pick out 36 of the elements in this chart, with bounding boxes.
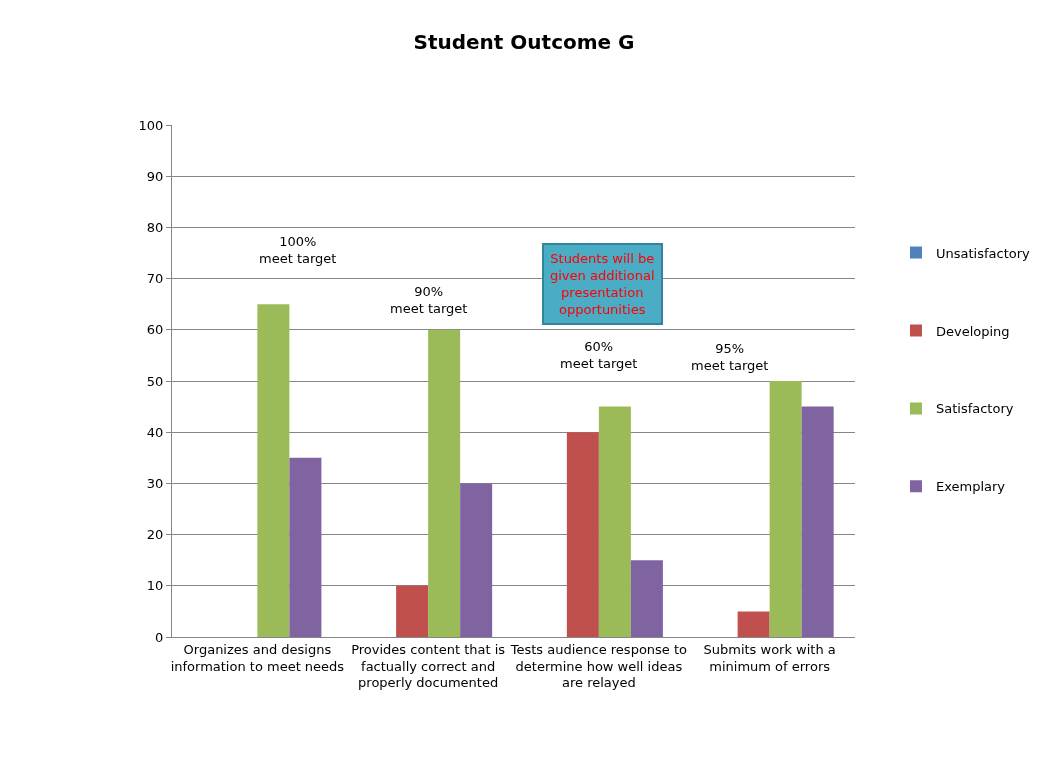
annotation: 60% meet target <box>560 339 638 371</box>
bar <box>396 585 429 637</box>
y-tick-label: 90 <box>146 168 164 184</box>
y-tick-label: 70 <box>146 271 164 287</box>
annotation: 100% meet target <box>259 234 337 266</box>
y-tick-label: 80 <box>146 219 164 235</box>
bar <box>630 560 663 637</box>
y-tick-label: 30 <box>146 475 164 491</box>
bar <box>598 406 631 637</box>
x-tick-label: Provides content that is factually correct and properly documented <box>351 641 506 691</box>
annotation: Students will be given additional presentation opportunities <box>550 251 655 317</box>
x-tick-label: Submits work with a minimum of errors <box>703 641 836 674</box>
x-tick-label: Organizes and designs information to meet needs <box>170 641 345 674</box>
bar <box>289 457 322 637</box>
y-tick-label: 0 <box>155 629 164 645</box>
bar <box>428 329 461 637</box>
bar <box>257 304 290 637</box>
bar <box>460 483 493 637</box>
y-tick-label: 40 <box>146 424 164 440</box>
x-tick-label: Tests audience response to determine how well ideas are relayed <box>509 641 688 691</box>
bar <box>801 406 834 637</box>
legend-label: Exemplary <box>935 479 1006 495</box>
bar <box>566 432 599 637</box>
legend-label: Unsatisfactory <box>935 245 1031 261</box>
y-tick-label: 50 <box>146 373 164 389</box>
chart-title: Student Outcome G <box>413 29 635 54</box>
y-tick-label: 60 <box>146 322 164 338</box>
legend-label: Developing <box>935 323 1010 339</box>
annotation: 90% meet target <box>390 284 468 316</box>
bar <box>769 381 802 637</box>
legend-label: Satisfactory <box>935 401 1014 417</box>
y-tick-label: 10 <box>146 578 164 594</box>
bar <box>737 611 770 637</box>
y-tick-label: 100 <box>138 117 164 133</box>
y-tick-label: 20 <box>146 527 164 543</box>
annotation: 95% meet target <box>691 341 769 373</box>
